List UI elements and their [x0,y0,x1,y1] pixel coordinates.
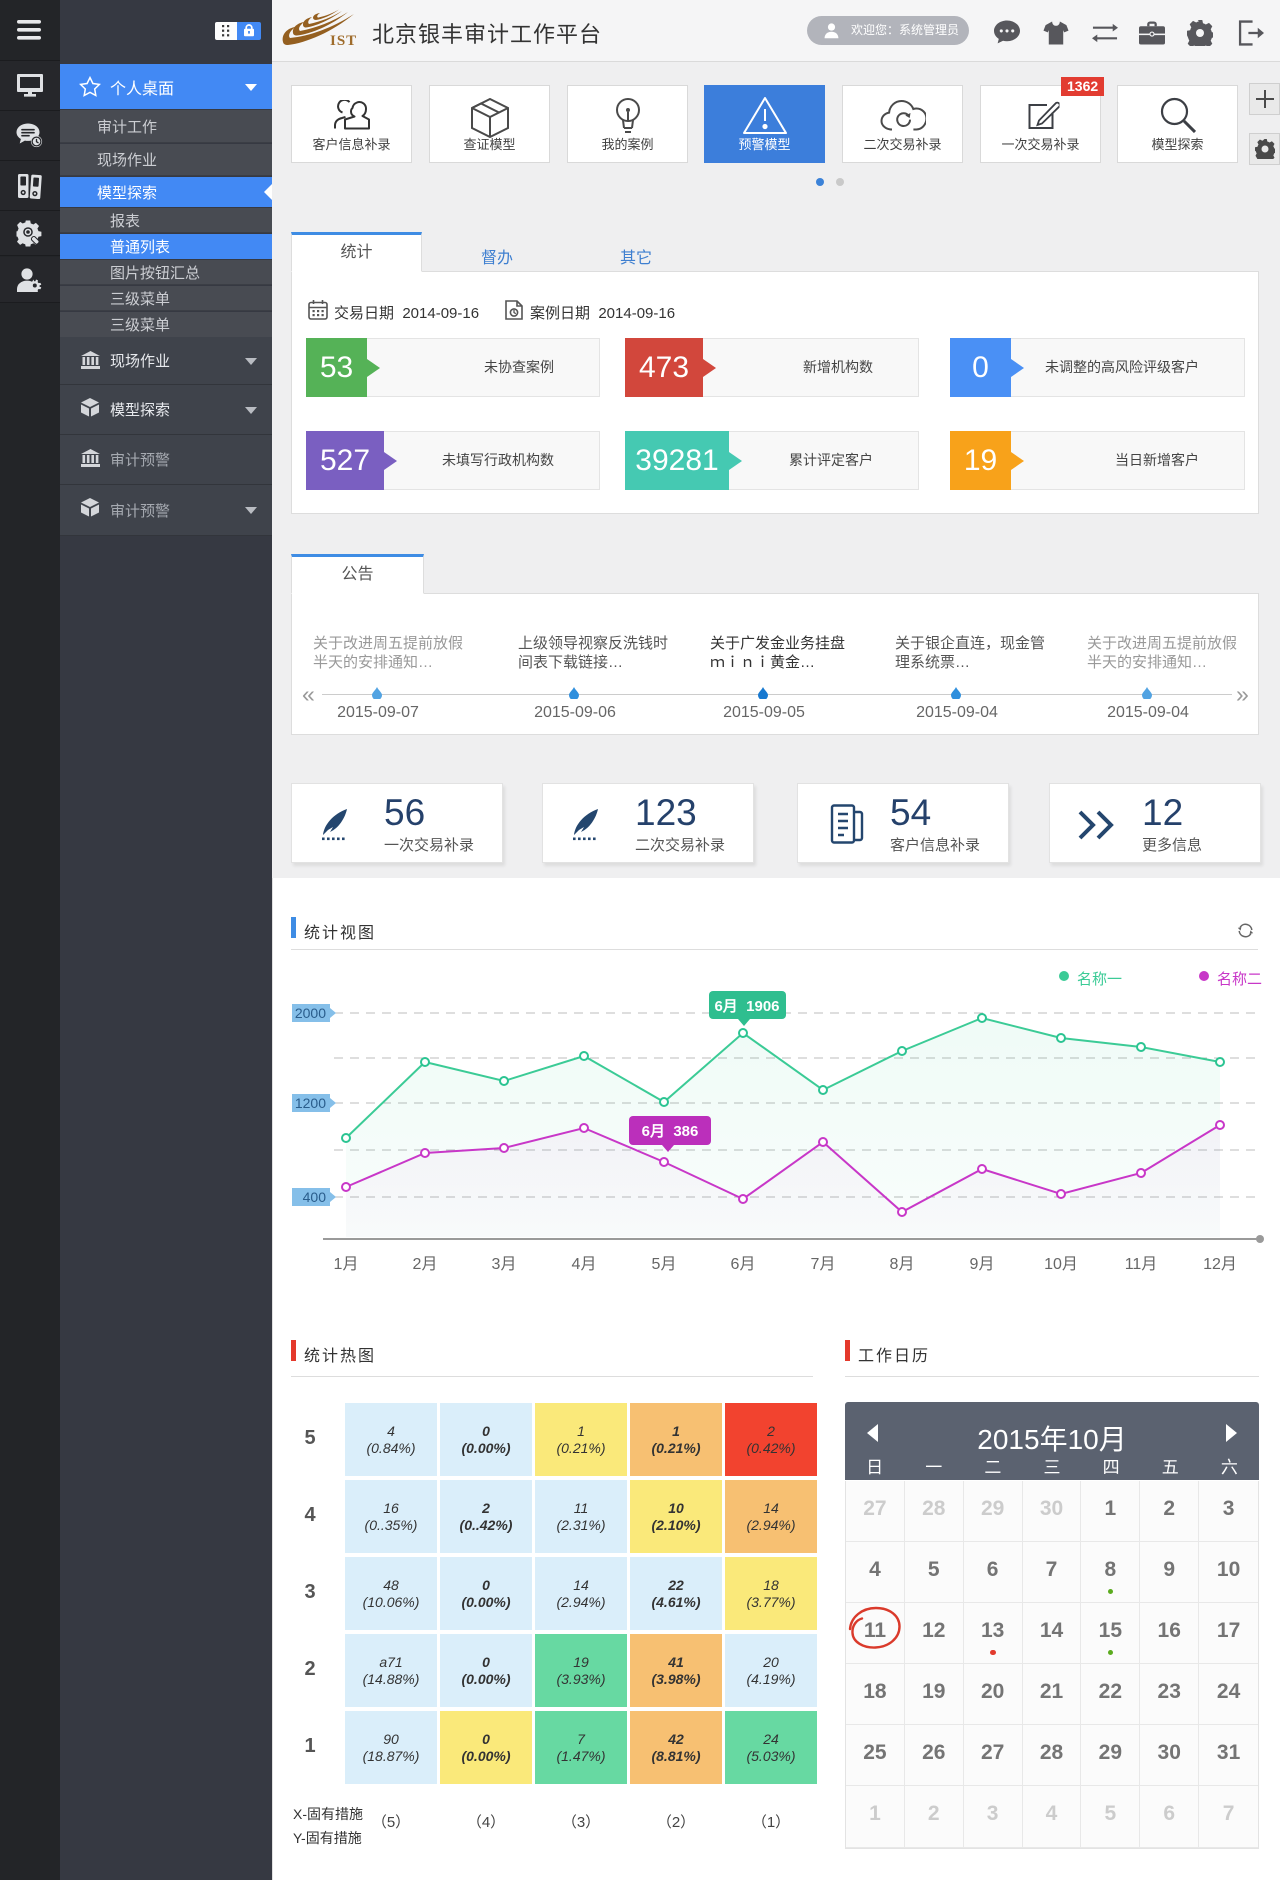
svg-text:6月: 6月 [731,1256,756,1273]
svg-text:6月 1906: 6月 1906 [714,998,779,1015]
svg-text:12月: 12月 [1203,1256,1237,1273]
svg-text:9月: 9月 [970,1256,995,1273]
svg-text:400: 400 [303,1189,327,1205]
svg-text:2000: 2000 [295,1005,326,1021]
svg-text:8月: 8月 [890,1256,915,1273]
svg-text:6月 386: 6月 386 [642,1123,699,1140]
svg-text:1200: 1200 [295,1095,326,1111]
svg-text:10月: 10月 [1044,1256,1078,1273]
svg-text:1月: 1月 [334,1256,359,1273]
svg-text:IST: IST [330,33,357,48]
svg-text:2月: 2月 [413,1256,438,1273]
svg-text:11月: 11月 [1125,1256,1158,1273]
svg-text:4月: 4月 [572,1256,597,1273]
svg-text:3月: 3月 [492,1256,517,1273]
svg-text:5月: 5月 [652,1256,677,1273]
svg-text:7月: 7月 [811,1256,836,1273]
